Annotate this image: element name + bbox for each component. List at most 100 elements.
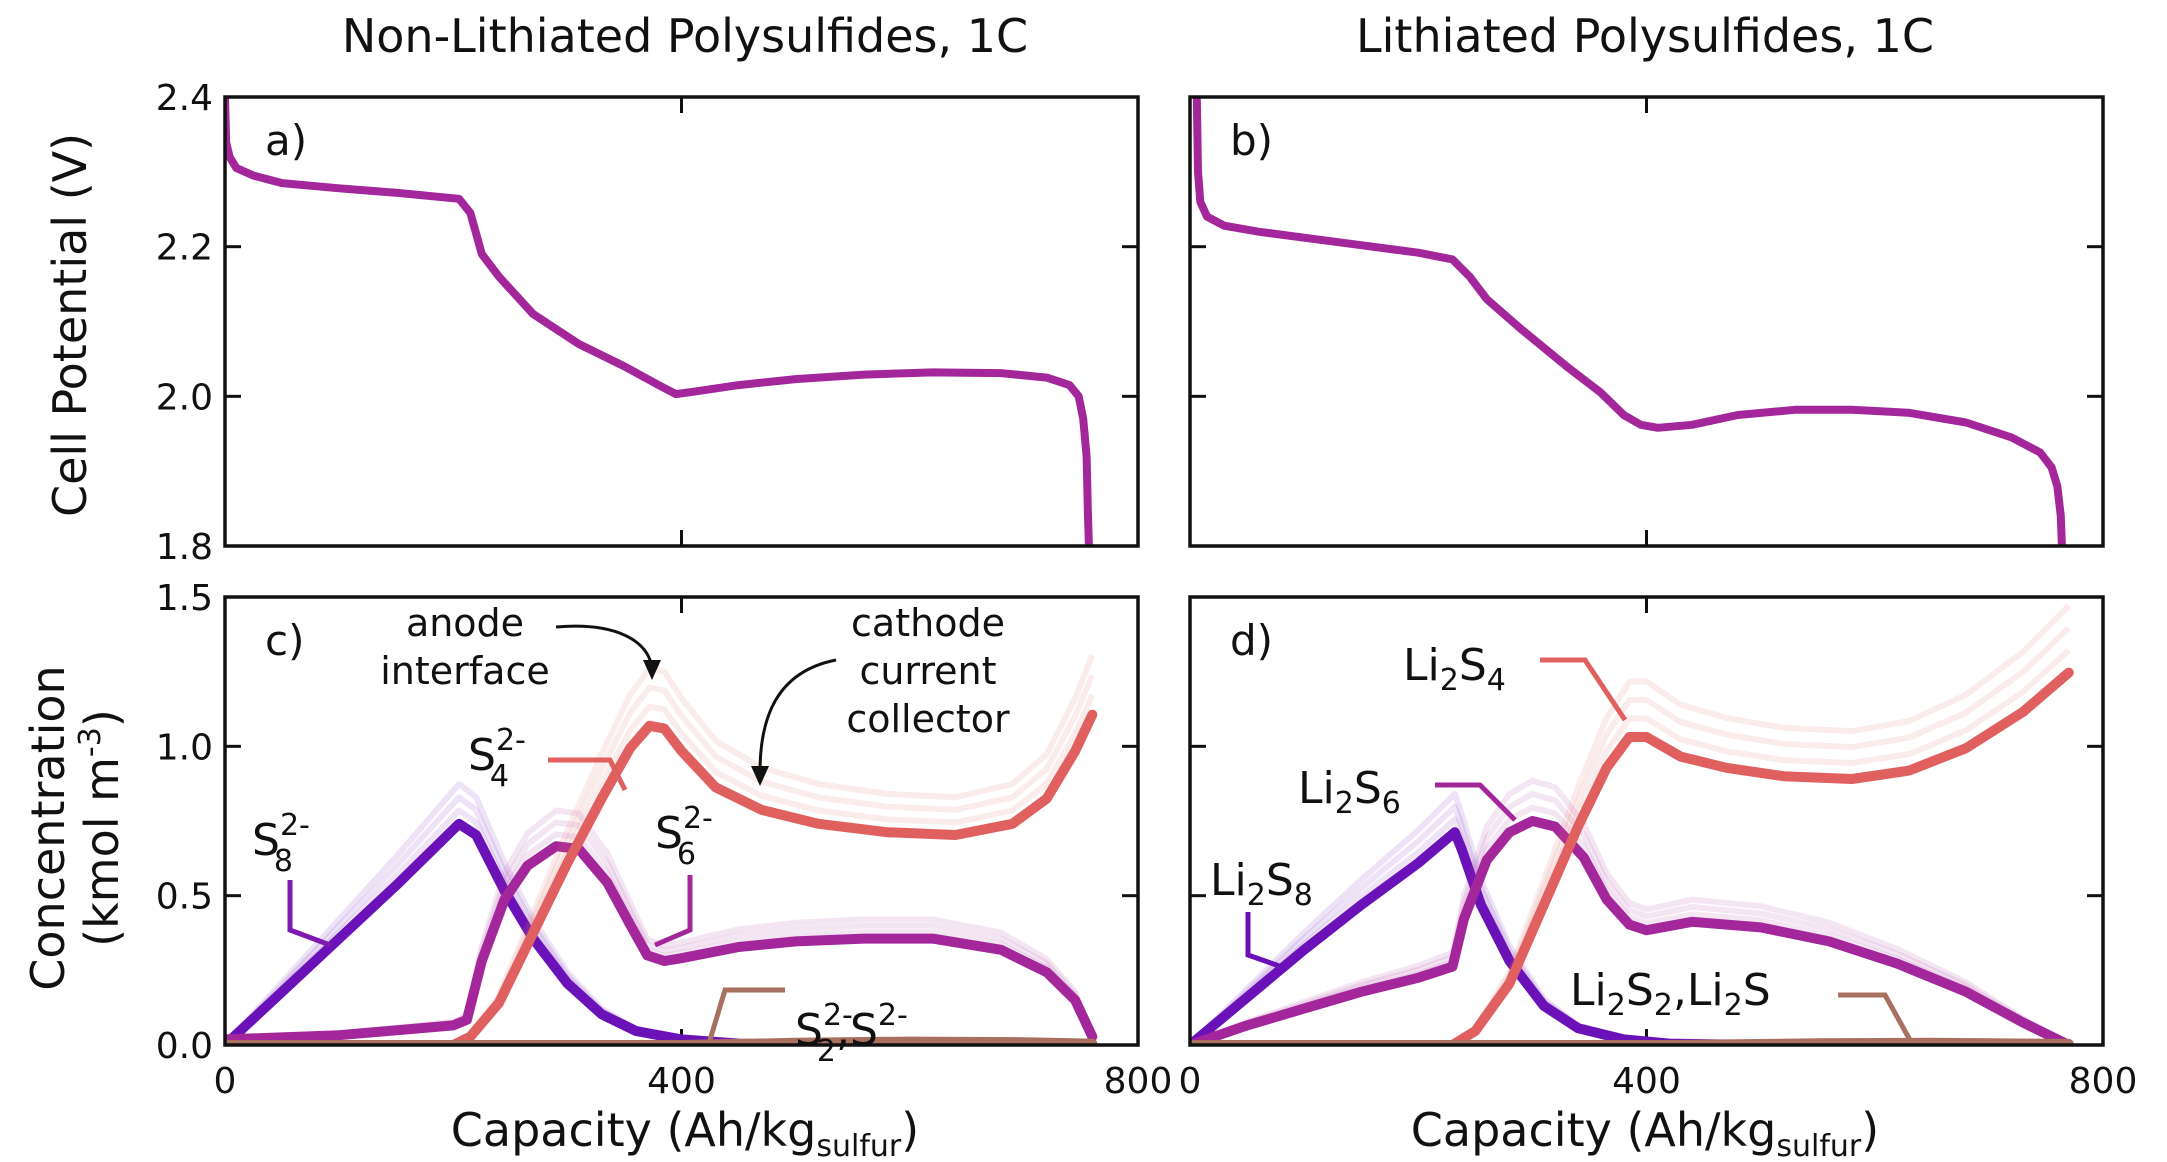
label-li2s8-b: S: [1266, 855, 1294, 906]
annotation-cathode-arrow: [758, 658, 837, 773]
concentration-ylabel-sup: -3: [73, 727, 108, 757]
concentration-ylabel-line2: (kmol m-3): [73, 709, 129, 947]
label-s6-leader: [654, 875, 693, 948]
panel-c-series-1-line: [225, 841, 1098, 1045]
panel-d-xtick-label-2: 800: [2069, 1061, 2138, 1102]
panel-b-cell-potential-lithiated: b): [1188, 95, 2105, 548]
panel-c-xtick-label-0: 0: [214, 1061, 237, 1102]
xlabel-left-suffix: ): [901, 1103, 919, 1157]
xlabel-left-sub: sulfur: [816, 1129, 902, 1162]
xlabel-left-prefix: Capacity (Ah/kg: [451, 1103, 817, 1157]
panel-c-series-1-spread-1: [225, 831, 1096, 1043]
panel-d-xtick-label-0: 0: [1179, 1061, 1202, 1102]
label-s2-sup: 2-: [823, 998, 853, 1033]
label-li2s8-leader: [1245, 912, 1286, 971]
panel-c-letter: c): [265, 616, 304, 665]
label-li2s-asub: 2: [1724, 988, 1743, 1023]
panel-d-series-2-line: [1190, 667, 2074, 1045]
panel-b-frame: [1188, 95, 2105, 548]
label-s8-name: S: [252, 815, 280, 866]
label-s4: S2-4: [468, 723, 526, 794]
label-s8: S2-8: [252, 808, 310, 879]
annotation-anode-line2: interface: [380, 649, 549, 693]
panel-c-frame: [223, 595, 1140, 1047]
label-li2s-a: Li: [1687, 965, 1724, 1016]
label-s2-sub: 2: [817, 1034, 836, 1069]
panel-a-frame: [223, 95, 1140, 548]
panel-b-letter: b): [1230, 116, 1273, 165]
label-li2s4: Li2S4: [1403, 640, 1506, 698]
label-s6-sub: 6: [677, 837, 696, 872]
label-li2s8: Li2S8: [1210, 855, 1313, 913]
concentration-ylabel-line1: Concentration: [21, 665, 75, 990]
panel-b-series-0-line: [1192, 97, 2066, 546]
label-li2s8-bsub: 8: [1294, 878, 1313, 913]
panel-a-series-0-line: [225, 97, 1093, 546]
panel-c-series-2-line: [225, 709, 1098, 1045]
xlabel-left: Capacity (Ah/kgsulfur): [451, 1103, 919, 1162]
xlabel-right-suffix: ): [1861, 1103, 1879, 1157]
panel-c-xtick-label-2: 800: [1104, 1061, 1173, 1102]
annotation-cathode-arrowhead: [751, 766, 769, 786]
label-li2s6-b: S: [1354, 763, 1382, 814]
label-li2s8-asub: 2: [1247, 878, 1266, 913]
panel-d-concentration-lithiated: 0 400 800 d): [1179, 595, 2138, 1102]
panel-c-series-3-line: [225, 1036, 1098, 1045]
panel-d-letter: d): [1230, 616, 1273, 665]
annotations-panel-c: anode interface cathode current collecto…: [380, 601, 1010, 786]
label-s2-name: S: [795, 1005, 823, 1056]
label-s6-sup: 2-: [683, 801, 713, 836]
annotation-cathode-line1: cathode: [851, 601, 1005, 645]
label-li2s2-b: S: [1626, 965, 1654, 1016]
label-s2-leader: [707, 987, 785, 1041]
potential-ylabel: Cell Potential (V): [43, 133, 97, 517]
species-labels-panel-c: S2-8 S2-4 S2-6 S2-2,S2-: [252, 723, 908, 1069]
panel-a-cell-potential-non-lithiated: 1.8 2.0 2.2 2.4 a): [156, 78, 1140, 568]
label-li2s2-bsub: 2: [1654, 988, 1673, 1023]
label-li2s2-leader: [1838, 992, 1913, 1042]
label-li2s4-asub: 2: [1440, 663, 1459, 698]
annotation-anode-line1: anode: [406, 601, 524, 645]
panel-a-ytick-label-2: 2.2: [156, 228, 213, 269]
panel-c-ytick-label-2: 1.0: [156, 727, 213, 768]
label-s4-name: S: [468, 730, 496, 781]
panel-c-xtick-label-1: 400: [647, 1061, 716, 1102]
label-s4-sub: 4: [490, 759, 509, 794]
panel-d-series-1-spread-3: [1190, 777, 2071, 1045]
label-s2-sep: ,: [836, 1005, 850, 1056]
panel-c-concentration-non-lithiated: 0.0 0.5 1.0 1.5 0 400 800 c): [156, 578, 1173, 1102]
panel-a-ytick-label-1: 2.0: [156, 377, 213, 418]
label-s2-s: S2-2,S2-: [795, 998, 908, 1069]
annotation-cathode-line3: collector: [846, 697, 1010, 741]
label-li2s6-leader: [1435, 782, 1517, 822]
label-li2s4-a: Li: [1403, 640, 1440, 691]
concentration-ylabel-suffix: ): [75, 709, 129, 727]
panel-c-series-2-spread-1: [225, 693, 1096, 1045]
panel-d-frame: [1188, 595, 2105, 1047]
panel-d-xtick-label-1: 400: [1612, 1061, 1681, 1102]
label-li2s-b: S: [1743, 965, 1771, 1016]
label-s8-sup: 2-: [280, 808, 310, 843]
label-li2s6-asub: 2: [1335, 786, 1354, 821]
label-s6-name: S: [655, 808, 683, 859]
label-s-name: S: [850, 1005, 878, 1056]
label-li2s2-sep: ,: [1673, 965, 1687, 1016]
xlabel-right-prefix: Capacity (Ah/kg: [1411, 1103, 1777, 1157]
label-li2s4-bsub: 4: [1487, 663, 1506, 698]
label-s-sup: 2-: [878, 998, 908, 1033]
label-li2s2-li2s: Li2S2,Li2S: [1570, 965, 1771, 1023]
label-li2s6-a: Li: [1298, 763, 1335, 814]
label-li2s2-asub: 2: [1607, 988, 1626, 1023]
label-li2s4-leader: [1540, 657, 1628, 722]
label-s8-sub: 8: [274, 844, 293, 879]
annotation-cathode-line2: current: [859, 649, 996, 693]
panel-c-ytick-label-0: 0.0: [156, 1026, 213, 1067]
panel-c-ytick-label-3: 1.5: [156, 578, 213, 619]
concentration-ylabel-prefix: (kmol m: [75, 757, 129, 947]
label-li2s4-b: S: [1459, 640, 1487, 691]
annotation-anode-arrow: [555, 624, 654, 669]
label-li2s6: Li2S6: [1298, 763, 1401, 821]
panel-a-letter: a): [265, 116, 307, 165]
label-s8-leader: [287, 880, 331, 948]
